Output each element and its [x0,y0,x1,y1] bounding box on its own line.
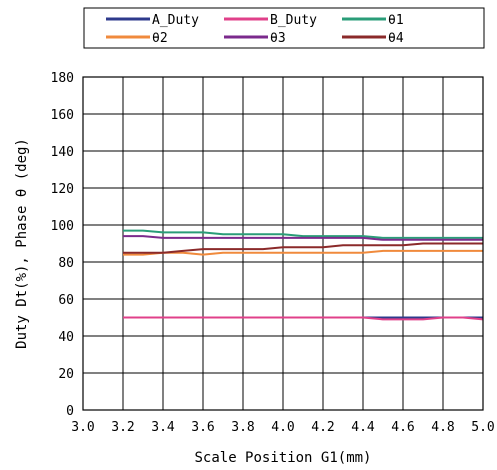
y-tick-label: 140 [51,145,74,160]
legend-box [83,7,485,49]
legend: A_Duty B_Duty θ1 θ2 θ3 θ4 [83,7,485,49]
x-tick-label: 4.4 [351,420,375,435]
legend-label: θ1 [388,13,404,28]
x-tick-label: 3.4 [151,420,175,435]
x-axis-title: Scale Position G1(mm) [194,450,371,466]
series-line-2theta2 [123,249,483,256]
y-tick-label: 0 [66,404,74,419]
legend-label: B_Duty [270,13,317,28]
series-line-B_Duty [123,316,484,321]
legend-label: A_Duty [152,13,199,28]
x-tick-label: 3.8 [231,420,254,435]
y-tick-label: 40 [58,330,74,345]
legend-label: θ3 [270,31,286,46]
y-tick-label: 80 [58,256,74,271]
x-tick-label: 4.6 [391,420,414,435]
y-tick-label: 20 [58,367,74,382]
series-line-3theta3 [123,235,483,241]
x-tick-label: 3.6 [191,420,214,435]
x-tick-label: 5.0 [471,420,494,435]
y-tick-label: 60 [58,293,74,308]
y-tick-label: 100 [51,219,74,234]
x-tick-label: 4.0 [271,420,294,435]
series-line-1theta1 [123,229,483,239]
y-tick-label: 120 [51,182,74,197]
legend-label: θ4 [388,31,404,46]
y-tick-label: 160 [51,108,74,123]
series-group [123,229,484,321]
x-tick-label: 4.2 [311,420,334,435]
series-line-4theta4 [123,242,483,254]
y-tick-label: 180 [51,71,74,86]
tick-labels: 3.0 3.2 3.4 3.6 3.8 4.0 4.2 4.4 4.6 4.8 5.0 0 20 40 60… [51,71,495,435]
x-tick-label: 4.8 [431,420,454,435]
x-tick-label: 3.2 [111,420,134,435]
legend-label: θ2 [152,31,168,46]
plot-frame [82,76,484,411]
y-axis-title: Duty Dt(%), Phase θ (deg) [14,138,30,349]
x-tick-label: 3.0 [71,420,94,435]
